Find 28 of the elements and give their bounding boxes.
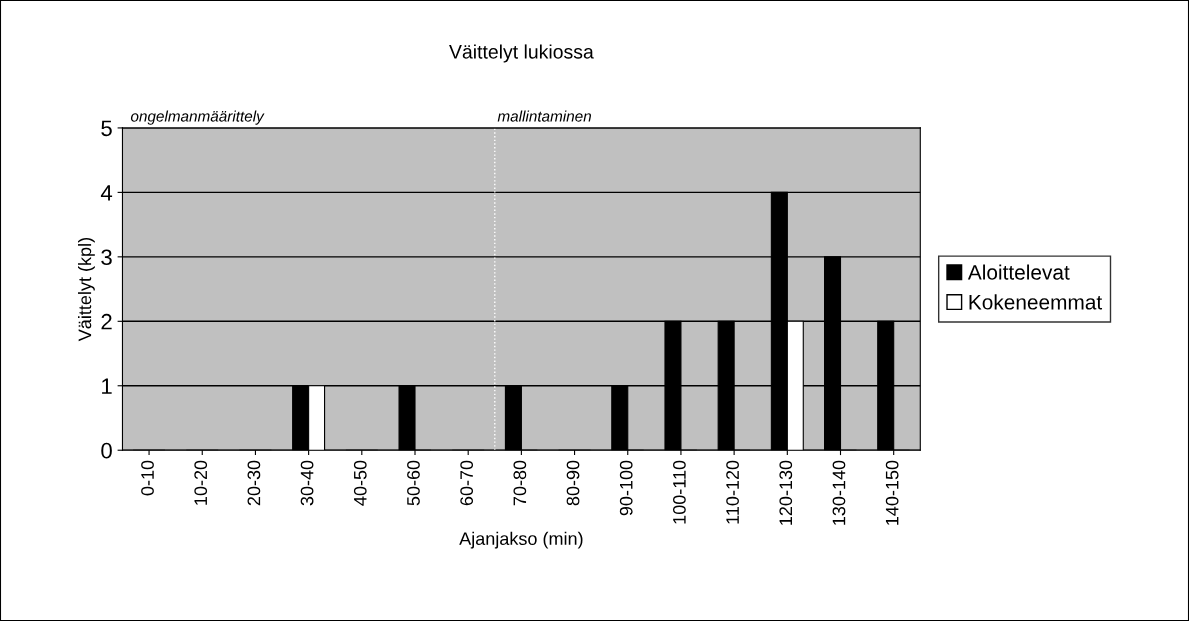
text: ongelmanmäärittely (130, 110, 265, 125)
x-tick-label: 60-70 (460, 460, 474, 506)
y-tick-label: 0 (101, 442, 112, 459)
x-tick-label: 110-120 (726, 460, 739, 524)
y-tick-label: 1 (102, 378, 112, 394)
y-axis-title: Väittelyt (kpl) (78, 238, 95, 342)
legend-label: Kokeneemmat (969, 294, 1103, 310)
x-tick-label: 20-30 (247, 460, 261, 506)
x-tick-label: 120-130 (779, 460, 793, 525)
x-tick-label: 10-20 (194, 460, 208, 505)
x-tick-label: 70-80 (513, 460, 527, 506)
chart-title: Väittelyt lukiossa (449, 44, 594, 63)
x-tick-label: 50-60 (407, 460, 420, 506)
x-tick-label: 0-10 (141, 460, 154, 496)
y-tick-label: 2 (101, 313, 112, 330)
x-tick-label: 140-150 (885, 460, 899, 525)
x-tick-label: 30-40 (300, 460, 314, 506)
y-tick-label: 5 (101, 120, 112, 137)
x-tick-label: 80-90 (566, 460, 580, 506)
ref-line-label: mallintaminen (497, 110, 591, 122)
x-tick-label: 90-100 (619, 460, 633, 516)
legend-label: Aloittelevat (967, 264, 1070, 280)
x-tick-label: 100-110 (673, 460, 686, 524)
x-axis-title: Ajanjakso (min) (459, 531, 583, 549)
x-tick-label: 40-50 (353, 460, 367, 506)
x-tick-label: 130-140 (832, 460, 846, 525)
y-tick-label: 3 (101, 249, 112, 266)
y-tick-label: 4 (100, 185, 113, 201)
